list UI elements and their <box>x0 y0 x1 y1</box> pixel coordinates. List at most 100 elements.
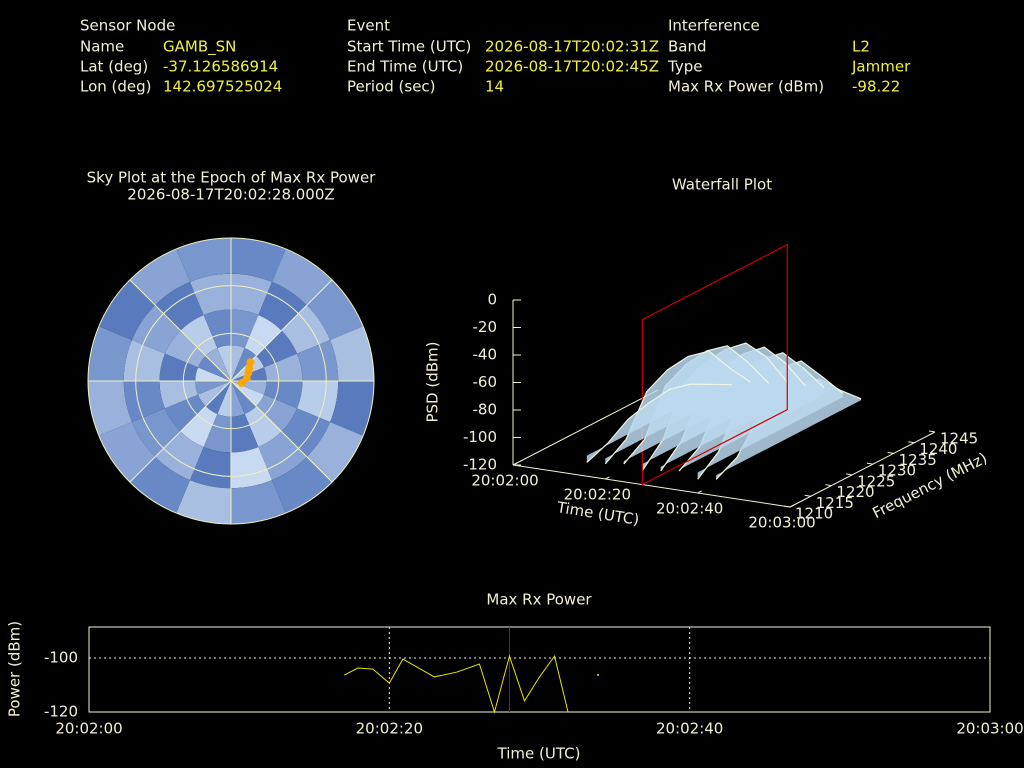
chart-subtitle: 2026-08-17T20:02:28.000Z <box>127 186 334 204</box>
base-edge <box>512 389 659 466</box>
chart-title: Max Rx Power <box>486 591 592 609</box>
sky-cell <box>197 381 231 407</box>
track-point <box>246 358 255 367</box>
x-tick <box>697 490 702 494</box>
x-tick-label: 20:02:00 <box>55 720 122 738</box>
x-tick-label: 20:03:00 <box>956 720 1023 738</box>
sky-cell <box>256 330 298 368</box>
field-value: 2026-08-17T20:02:45Z <box>485 58 659 76</box>
field-value: Jammer <box>851 58 911 76</box>
x-tick <box>789 504 795 508</box>
field-label: Lon (deg) <box>80 78 152 96</box>
y-axis-label: Power (dBm) <box>6 621 24 717</box>
y-tick-label: -120 <box>44 703 78 721</box>
sky-cell <box>88 326 132 381</box>
sky-cell <box>159 353 198 381</box>
spectrum-line <box>586 383 732 463</box>
sky-cell <box>129 248 190 306</box>
sky-cell <box>205 381 231 415</box>
azimuth-spoke <box>129 279 232 382</box>
panel-title: Interference <box>668 17 760 35</box>
sky-cell <box>231 345 245 381</box>
field-label: Start Time (UTC) <box>347 38 471 56</box>
field-value: -37.126586914 <box>163 58 278 76</box>
y-tick-label: 1230 <box>878 462 916 480</box>
z-axis-label: PSD (dBm) <box>424 341 442 422</box>
sky-cell <box>231 381 265 407</box>
x-axis-label: Time (UTC) <box>497 745 581 763</box>
x-tick-label: 20:02:20 <box>356 720 423 738</box>
sky-cell <box>189 447 231 489</box>
y-tick-label: 1245 <box>940 430 978 448</box>
sky-cell <box>123 381 165 423</box>
y-tick <box>908 441 915 444</box>
y-tick-label: 1240 <box>919 440 957 458</box>
field-value: GAMB_SN <box>163 38 236 57</box>
sky-cell <box>123 339 165 381</box>
sky-cell <box>330 326 374 381</box>
sky-cell <box>264 353 303 381</box>
z-tick-label: -100 <box>463 428 497 446</box>
power-point <box>597 674 600 677</box>
field-label: Period (sec) <box>347 78 436 96</box>
y-tick <box>866 462 873 465</box>
panel-title: Event <box>347 17 390 35</box>
sky-cell <box>244 314 282 356</box>
panel-title: Sensor Node <box>80 17 175 35</box>
field-value: 142.697525024 <box>163 78 282 96</box>
y-tick-label: 1225 <box>857 472 895 490</box>
field-label: Type <box>667 58 702 76</box>
epoch-plane <box>641 243 788 486</box>
sky-cell <box>180 406 218 448</box>
azimuth-spoke <box>129 380 232 483</box>
sky-cell <box>231 381 257 415</box>
y-tick <box>825 484 832 487</box>
y-tick-label: 1215 <box>816 494 854 512</box>
field-label: Max Rx Power (dBm) <box>668 78 824 96</box>
sky-cell <box>195 381 231 395</box>
track-point <box>245 364 254 373</box>
sky-cell <box>195 367 231 381</box>
sky-cell <box>88 381 132 436</box>
sky-cell <box>98 422 156 483</box>
z-tick-label: 0 <box>487 291 497 309</box>
chart-title: Waterfall Plot <box>672 176 772 194</box>
x-tick-label: 20:02:00 <box>471 472 538 490</box>
sky-cell <box>217 381 231 417</box>
plot-frame <box>88 626 991 713</box>
sky-cell <box>176 480 231 524</box>
field-label: Name <box>80 38 124 56</box>
y-tick <box>804 494 811 497</box>
spectrum-slice <box>586 380 732 463</box>
sky-cell <box>231 414 259 453</box>
sky-cell <box>297 339 339 381</box>
field-label: Lat (deg) <box>80 58 148 76</box>
field-value: L2 <box>852 38 870 56</box>
sky-cell <box>203 414 231 453</box>
sky-cell <box>217 345 231 381</box>
x-tick-label: 20:02:40 <box>656 720 723 738</box>
sky-cell <box>231 347 257 381</box>
sky-cell <box>306 279 364 340</box>
sky-cell <box>231 238 286 282</box>
sky-cell <box>159 381 198 409</box>
chart-title: Sky Plot at the Epoch of Max Rx Power <box>87 169 377 187</box>
sky-cell <box>164 394 206 432</box>
x-tick-label: 20:03:00 <box>748 514 815 532</box>
sky-cell <box>272 248 333 306</box>
y-tick-label: 1220 <box>836 483 874 501</box>
sky-cell <box>297 381 339 423</box>
sky-cell <box>231 273 273 315</box>
frequency-axis <box>789 431 936 508</box>
x-tick-label: 20:02:20 <box>564 486 631 504</box>
y-tick <box>887 451 894 454</box>
z-tick-label: -120 <box>463 456 497 474</box>
sky-cell <box>330 381 374 436</box>
sky-cell <box>205 347 231 381</box>
sky-cell <box>189 273 231 315</box>
y-tick-label: 1235 <box>899 451 937 469</box>
sky-cell <box>272 456 333 514</box>
y-tick <box>783 505 791 508</box>
sky-cell <box>180 314 218 356</box>
